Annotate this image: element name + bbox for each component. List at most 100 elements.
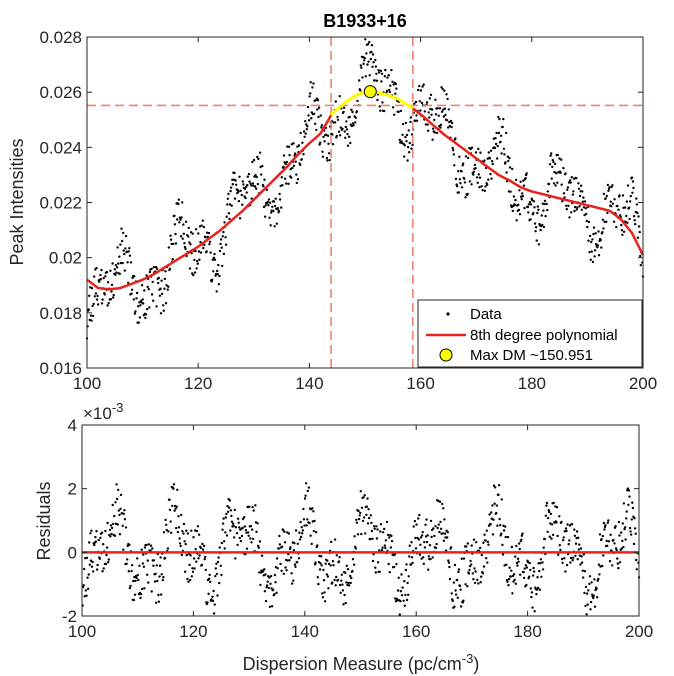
residual-point: [156, 579, 159, 583]
residual-point: [431, 556, 434, 559]
data-point: [197, 232, 200, 235]
residual-point: [199, 546, 202, 550]
data-point: [193, 271, 197, 274]
data-point: [144, 313, 148, 316]
residual-point: [258, 571, 261, 574]
data-point: [375, 72, 378, 76]
residual-point: [109, 535, 112, 538]
data-point: [551, 165, 554, 169]
residual-point: [155, 601, 158, 604]
data-point: [409, 116, 413, 119]
data-point: [504, 131, 508, 135]
residual-point: [116, 523, 119, 526]
residual-point: [289, 556, 293, 559]
data-point: [496, 157, 499, 160]
data-point: [184, 220, 188, 223]
residual-point: [399, 590, 403, 593]
data-point: [611, 184, 614, 187]
residual-point: [420, 557, 423, 560]
data-point: [406, 159, 409, 162]
data-point: [408, 141, 411, 145]
residual-point: [605, 539, 608, 543]
data-point: [221, 264, 224, 268]
data-point: [305, 123, 308, 126]
residual-point: [162, 531, 166, 534]
residual-point: [470, 563, 473, 566]
residual-point: [623, 526, 627, 529]
data-point: [415, 114, 418, 117]
residual-point: [559, 548, 562, 552]
residual-point: [443, 532, 447, 535]
data-point: [133, 275, 136, 278]
residual-point: [418, 553, 422, 556]
residual-point: [337, 560, 341, 563]
data-point: [495, 131, 498, 135]
residual-point: [209, 580, 212, 583]
residual-point: [409, 563, 413, 566]
data-point: [537, 243, 541, 246]
data-point: [183, 242, 186, 245]
residual-point: [500, 498, 503, 501]
data-point: [570, 211, 573, 214]
data-point: [632, 186, 635, 190]
residual-point: [321, 592, 324, 595]
data-point: [541, 223, 544, 227]
data-point: [283, 177, 287, 180]
data-point: [372, 61, 375, 64]
data-point: [444, 113, 447, 117]
data-point: [606, 211, 609, 215]
data-point: [545, 202, 548, 206]
residual-point: [493, 502, 496, 505]
data-point: [336, 118, 340, 122]
residual-point: [90, 529, 93, 532]
data-point: [454, 137, 457, 140]
residual-point: [105, 553, 108, 557]
data-point: [184, 247, 187, 251]
data-point: [490, 177, 493, 180]
data-point: [349, 141, 352, 145]
data-point: [164, 302, 168, 305]
data-point: [565, 204, 568, 207]
residual-point: [381, 546, 384, 549]
residual-point: [386, 533, 390, 537]
residual-point: [372, 553, 375, 556]
data-point: [448, 120, 451, 124]
data-point: [536, 205, 539, 208]
data-point: [102, 276, 105, 280]
data-point: [222, 230, 225, 234]
residual-point: [88, 541, 91, 544]
residual-point: [204, 568, 207, 572]
residual-point: [479, 581, 482, 584]
residual-point: [115, 483, 118, 486]
residual-point: [324, 562, 327, 565]
data-point: [374, 58, 377, 62]
residual-point: [223, 547, 226, 550]
data-point: [109, 269, 112, 272]
residual-point: [608, 560, 612, 563]
data-point: [583, 200, 587, 203]
residual-point: [102, 543, 105, 546]
residual-point: [468, 568, 471, 572]
data-point: [587, 220, 591, 224]
data-point: [622, 230, 626, 233]
data-point: [365, 52, 368, 55]
residual-point: [499, 524, 502, 527]
data-point: [234, 179, 237, 182]
data-point: [314, 99, 317, 102]
residual-point: [176, 530, 180, 534]
data-point: [231, 183, 234, 186]
data-point: [398, 138, 401, 142]
data-point: [376, 98, 379, 102]
data-point: [299, 163, 302, 167]
residual-point: [561, 561, 564, 564]
data-point: [601, 231, 604, 234]
residual-point: [332, 564, 335, 567]
data-point: [162, 309, 165, 312]
residual-point: [357, 517, 361, 521]
data-point: [478, 176, 482, 179]
data-point: [252, 158, 256, 162]
residual-point: [622, 545, 625, 549]
data-point: [560, 183, 563, 186]
residual-point: [485, 557, 488, 560]
